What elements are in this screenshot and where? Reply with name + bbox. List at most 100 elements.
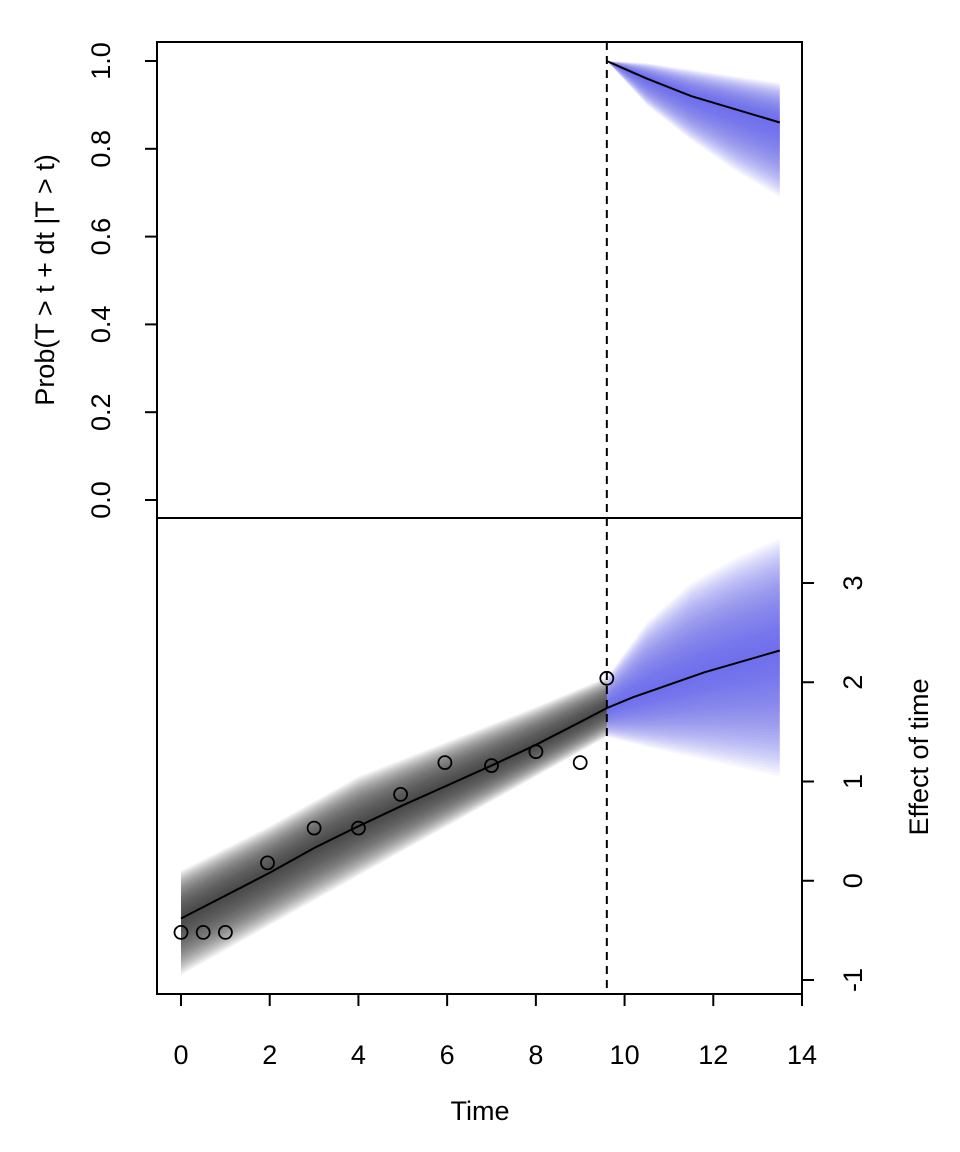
survival-band-layer — [606, 61, 780, 179]
survival-band-layer — [606, 61, 780, 156]
data-point — [306, 820, 322, 836]
survival-band-layer — [606, 61, 780, 166]
x-tick-label: 4 — [351, 1040, 366, 1070]
data-point — [260, 855, 275, 871]
observed-band-layer — [181, 681, 607, 968]
x-tick-label: 2 — [262, 1040, 277, 1070]
x-axis-label: Time — [451, 1096, 510, 1126]
top-y-tick-label: 0.6 — [86, 218, 116, 256]
x-tick-label: 6 — [440, 1040, 455, 1070]
prediction-band-layer — [606, 546, 780, 768]
survival-band-layer — [606, 61, 780, 162]
survival-band-layer — [606, 61, 780, 142]
top-y-tick-label: 0.8 — [86, 130, 116, 168]
survival-band-layer — [606, 61, 780, 160]
survival-band-layer — [606, 61, 780, 173]
observed-band-layer — [181, 692, 607, 947]
observed-band-layer — [181, 694, 607, 944]
prediction-band-layer — [606, 560, 780, 752]
data-point — [484, 758, 499, 773]
bottom-y-tick-label: 2 — [838, 675, 868, 690]
prediction-band-layer — [606, 636, 780, 712]
observed-band-layer — [181, 686, 607, 959]
observed-band-layer — [181, 678, 607, 973]
survival-band-layer — [606, 61, 780, 168]
top-y-tick-label: 0.4 — [86, 306, 116, 344]
observed-band-layer — [181, 701, 607, 930]
survival-curve-line — [606, 60, 781, 124]
survival-band-layer — [606, 61, 780, 177]
prediction-band-layer — [606, 538, 780, 777]
survival-band-layer — [606, 61, 780, 170]
survival-band-layer — [606, 61, 780, 186]
x-tick-label: 8 — [528, 1040, 543, 1070]
observed-band-layer — [181, 706, 607, 922]
top-y-axis-label: Prob(T > t + dt |T > t) — [30, 154, 60, 405]
x-tick-label: 12 — [698, 1040, 728, 1070]
survival-band-layer — [606, 61, 780, 194]
observed-band-layer — [181, 689, 607, 953]
survival-band-layer — [606, 61, 780, 158]
survival-band-layer — [606, 61, 780, 147]
survival-band-layer — [606, 61, 780, 155]
survival-band-layer — [606, 61, 780, 175]
axes: 0.0 0.2 0.4 0.6 0.8 1.0 Prob(T > t + dt |T > t… — [30, 41, 934, 1126]
top-y-tick-label: 0.0 — [86, 481, 116, 519]
observed-band-layer — [181, 698, 607, 936]
prediction-band-layer — [606, 552, 780, 761]
bottom-y-tick-label: -1 — [838, 968, 868, 992]
observed-band-layer — [181, 697, 607, 939]
fitted-line — [180, 649, 781, 920]
observed-band-layer — [181, 704, 607, 926]
x-tick-label: 10 — [610, 1040, 640, 1070]
observed-band-layer — [181, 691, 607, 949]
prediction-band-layer — [606, 555, 780, 758]
data-point — [599, 670, 615, 686]
prediction-band-layer — [606, 633, 780, 713]
survival-band-layer — [606, 61, 780, 149]
prediction-band-layer — [606, 569, 780, 742]
observed-band-layer — [181, 682, 607, 966]
observed-band-layer — [181, 685, 607, 961]
observed-band-layer — [181, 688, 607, 956]
survival-band-layer — [606, 61, 780, 184]
bottom-panel-effect-of-time — [173, 538, 781, 975]
observed-band-layer — [181, 703, 607, 927]
data-point — [217, 925, 233, 940]
observed-band-layer — [181, 702, 607, 929]
survival-band-layer — [606, 61, 780, 171]
observed-band-layer — [181, 687, 607, 957]
survival-band-layer — [606, 61, 780, 183]
data-point — [572, 755, 588, 770]
prediction-band-layer — [606, 566, 780, 745]
survival-band-layer — [606, 61, 780, 188]
survival-band-layer — [606, 61, 780, 130]
observed-band-layer — [181, 680, 607, 970]
survival-band-layer — [606, 61, 780, 196]
data-point — [350, 820, 366, 836]
survival-band-layer — [606, 61, 780, 198]
observed-band-layer — [181, 693, 607, 946]
observed-band-layer — [181, 681, 607, 967]
observed-band-layer — [181, 691, 607, 950]
observed-band-layer — [181, 684, 607, 963]
observed-band-layer — [181, 701, 607, 932]
prediction-band-layer — [606, 628, 780, 714]
survival-band-layer — [606, 61, 780, 190]
data-point — [528, 744, 544, 760]
data-point — [195, 925, 211, 940]
survival-band-layer — [606, 61, 780, 143]
survival-band-layer — [606, 61, 780, 192]
observed-band-layer — [181, 678, 607, 974]
survival-band-layer — [606, 61, 780, 181]
observed-band-layer — [181, 677, 607, 975]
observed-band-layer — [181, 690, 607, 951]
observed-band-layer — [181, 695, 607, 942]
top-y-tick-label: 1.0 — [86, 42, 116, 80]
survival-band-layer — [606, 61, 780, 164]
survival-band-layer — [606, 61, 780, 151]
observed-band-layer — [181, 679, 607, 971]
data-point — [173, 925, 189, 940]
prediction-band-layer — [606, 543, 780, 771]
bottom-y-axis-label: Effect of time — [904, 678, 934, 835]
